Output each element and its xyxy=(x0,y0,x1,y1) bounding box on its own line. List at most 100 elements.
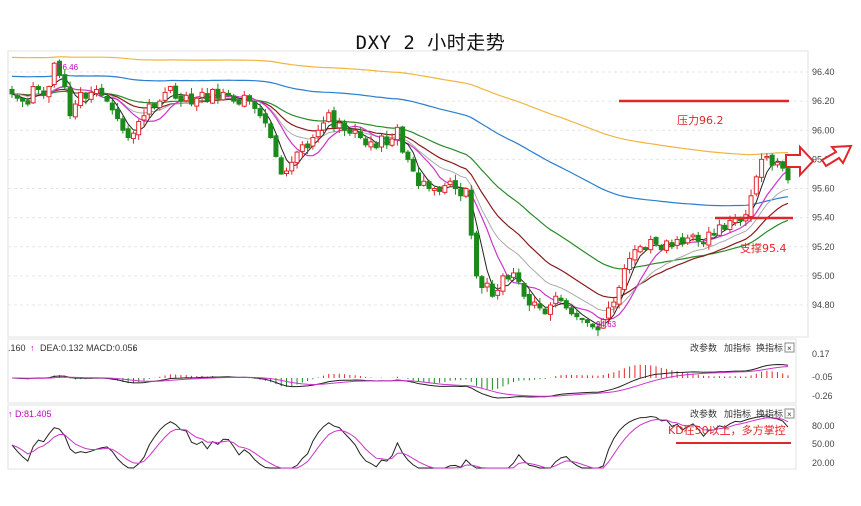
candle-body xyxy=(648,238,654,251)
candle-body xyxy=(20,97,26,102)
candle-body xyxy=(210,88,216,104)
up-arrow-icon: ↑ xyxy=(30,343,35,353)
candle-body xyxy=(774,161,780,166)
candle-body xyxy=(379,135,385,148)
candle-body xyxy=(299,144,305,152)
candle-body xyxy=(320,122,326,131)
candle-body xyxy=(642,247,648,251)
kd-tick-label: 80.00 xyxy=(812,421,835,431)
ma-60-line xyxy=(11,90,789,270)
kd-tick-label: 50.00 xyxy=(812,439,835,449)
candle-body xyxy=(716,224,722,236)
candle-body xyxy=(780,161,786,169)
kd-close-icon[interactable] xyxy=(784,408,795,419)
candle-body xyxy=(30,86,36,104)
candle-body xyxy=(500,275,506,292)
candle-body xyxy=(563,300,569,309)
macd-close-icon[interactable] xyxy=(784,342,795,353)
ma-5-line xyxy=(11,77,789,326)
kd-tick-label: 20.00 xyxy=(812,458,835,468)
candle-body xyxy=(727,220,733,230)
candle-body xyxy=(136,121,142,136)
candle-body xyxy=(558,297,564,302)
ma-120-line xyxy=(11,74,789,207)
macd-change-params-button[interactable]: 改参数 xyxy=(690,342,717,354)
y-tick-label: 96.40 xyxy=(812,67,835,77)
candle-body xyxy=(690,234,696,238)
candle-body xyxy=(194,97,200,107)
candle-body xyxy=(247,95,253,102)
macd-switch-indicator-button[interactable]: 换指标 xyxy=(756,342,783,354)
candle-body xyxy=(595,326,601,331)
candle-body xyxy=(590,323,596,328)
candle-body xyxy=(278,157,284,175)
macd-dea-line xyxy=(12,366,789,397)
candle-body xyxy=(468,189,474,236)
candle-body xyxy=(532,301,538,306)
candle-body xyxy=(701,242,707,245)
candle-body xyxy=(384,136,390,146)
candle-body xyxy=(616,287,622,305)
candle-body xyxy=(759,158,765,178)
macd-close-glyph: × xyxy=(787,344,792,353)
candle-body xyxy=(447,180,453,186)
support-label: 支撑95.4 xyxy=(740,241,787,255)
candle-body xyxy=(632,249,638,261)
candle-body xyxy=(474,232,480,277)
y-tick-label: 96.20 xyxy=(812,96,835,106)
candle-body xyxy=(495,289,501,296)
kd-switch-indicator-button[interactable]: 换指标 xyxy=(756,408,783,420)
candle-body xyxy=(658,245,664,251)
candle-body xyxy=(9,88,15,95)
candle-body xyxy=(442,185,448,193)
candle-body xyxy=(336,122,342,129)
kd-add-indicator-button[interactable]: 加指标 xyxy=(724,408,751,420)
candle-body xyxy=(410,158,416,172)
candle-body xyxy=(167,86,173,91)
candle-body xyxy=(120,118,126,131)
macd-panel-frame xyxy=(7,338,797,404)
candle-body xyxy=(357,131,363,139)
candle-body xyxy=(437,186,443,192)
ma-14-line xyxy=(11,86,789,312)
candle-body xyxy=(188,93,194,105)
candle-body xyxy=(516,272,522,283)
arrow-up-right-icon xyxy=(820,144,853,168)
candle-body xyxy=(104,96,110,102)
y-tick-label: 94.80 xyxy=(812,300,835,310)
candle-body xyxy=(241,94,247,107)
candle-body xyxy=(57,60,63,76)
kd-axis: 80.00 50.00 20.00 xyxy=(812,421,835,468)
ma-long-line xyxy=(11,56,789,156)
candle-body xyxy=(294,151,300,164)
kd-panel-frame xyxy=(7,404,797,470)
candle-body xyxy=(289,161,295,172)
candle-body xyxy=(146,103,152,115)
candle-body xyxy=(706,231,712,246)
macd-axis: 0.17 -0.05 -0.26 xyxy=(812,349,833,401)
candle-body xyxy=(257,108,263,117)
candles xyxy=(9,59,791,337)
candle-body xyxy=(711,232,717,236)
candle-body xyxy=(484,282,490,288)
price-gridlines xyxy=(8,71,808,306)
candle-body xyxy=(695,234,701,242)
candle-body xyxy=(268,123,274,139)
macd-tick-label: -0.26 xyxy=(812,391,833,401)
candle-body xyxy=(352,129,358,134)
candle-body xyxy=(769,154,775,166)
low-price-label: 94.63 xyxy=(596,320,617,329)
candle-body xyxy=(611,301,617,308)
candle-body xyxy=(109,102,115,111)
candle-body xyxy=(125,128,131,139)
ma-20-line xyxy=(11,88,789,299)
macd-add-indicator-button[interactable]: 加指标 xyxy=(724,342,751,354)
candle-body xyxy=(46,86,52,98)
candle-body xyxy=(363,138,369,146)
candle-body xyxy=(553,295,559,305)
macd-dea-value: DEA:0.132 xyxy=(40,343,84,353)
candle-body xyxy=(262,113,268,124)
candle-body xyxy=(394,126,400,141)
kd-change-params-button[interactable]: 改参数 xyxy=(690,408,717,420)
